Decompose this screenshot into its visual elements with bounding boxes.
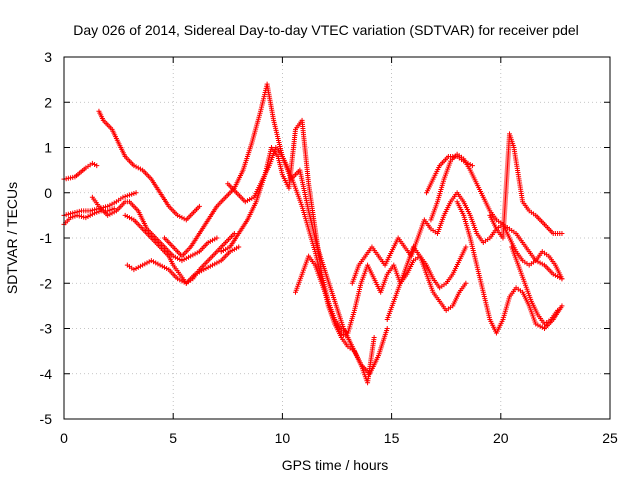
plus-markers — [96, 108, 202, 223]
y-tick-label: 3 — [44, 49, 52, 65]
series-6 — [122, 212, 237, 286]
data-series — [61, 81, 565, 386]
plus-markers — [161, 81, 390, 377]
plus-markers — [509, 244, 561, 327]
y-tick-label: 0 — [44, 185, 52, 201]
plus-markers — [225, 145, 351, 341]
plus-markers — [122, 212, 237, 286]
y-axis-label: SDTVAR / TECUs — [4, 182, 20, 294]
plus-markers — [61, 160, 100, 182]
series-7 — [124, 244, 242, 286]
series-13 — [384, 244, 469, 322]
x-axis-ticks: 0 5 10 15 20 25 — [60, 57, 618, 446]
y-tick-label: 1 — [44, 140, 52, 156]
x-tick-label: 15 — [384, 430, 400, 446]
x-tick-label: 20 — [493, 430, 509, 446]
grid-lines — [64, 57, 610, 419]
series-14 — [428, 151, 565, 282]
x-tick-label: 10 — [275, 430, 291, 446]
plus-markers — [454, 199, 565, 336]
plus-markers — [61, 206, 117, 227]
y-axis-ticks: -5 -4 -3 -2 -1 0 1 2 3 — [40, 49, 610, 427]
x-tick-label: 0 — [60, 430, 68, 446]
series-8 — [161, 81, 390, 377]
x-axis-label: GPS time / hours — [282, 457, 389, 473]
series-5 — [89, 194, 220, 264]
series-17 — [487, 131, 565, 241]
series-1 — [61, 160, 100, 182]
series-2 — [61, 206, 117, 227]
series-16 — [454, 199, 565, 336]
y-tick-label: -2 — [40, 275, 53, 291]
series-10 — [225, 145, 351, 341]
x-tick-label: 5 — [169, 430, 177, 446]
series-15 — [424, 154, 475, 196]
plus-markers — [384, 244, 469, 322]
y-tick-label: -4 — [40, 366, 53, 382]
plus-markers — [487, 131, 565, 241]
x-tick-label: 25 — [602, 430, 618, 446]
series-18 — [509, 244, 561, 327]
plus-markers — [428, 151, 565, 282]
chart-title: Day 026 of 2014, Sidereal Day-to-day VTE… — [73, 22, 579, 38]
series-4 — [96, 108, 202, 223]
series-11 — [293, 244, 469, 336]
plus-markers — [424, 154, 475, 196]
plus-markers — [124, 244, 242, 286]
y-tick-label: -1 — [40, 230, 53, 246]
y-tick-label: -3 — [40, 321, 53, 337]
plus-markers — [293, 244, 469, 336]
y-tick-label: 2 — [44, 94, 52, 110]
y-tick-label: -5 — [40, 411, 53, 427]
plus-markers — [89, 194, 220, 264]
